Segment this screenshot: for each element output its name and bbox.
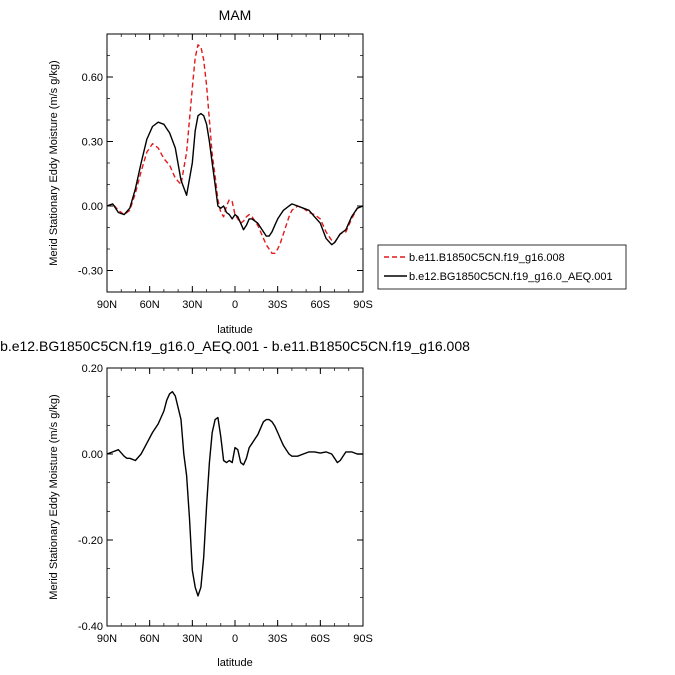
legend-box bbox=[377, 244, 627, 290]
legend-label-series-2: b.e12.BG1850C5CN.f19_g16.0_AEQ.001 bbox=[409, 271, 613, 283]
top-panel-x-ticks: 90N 60N 30N 0 30S 60S 90S bbox=[97, 34, 373, 311]
bottom-x-tick-label: 90N bbox=[97, 633, 117, 645]
top-panel-legend: b.e11.B1850C5CN.f19_g16.008 b.e12.BG1850… bbox=[377, 244, 627, 290]
bottom-x-tick-label: 90S bbox=[353, 633, 373, 645]
bottom-panel: b.e12.BG1850C5CN.f19_g16.0_AEQ.001 - b.e… bbox=[0, 338, 470, 669]
top-y-tick-label: -0.30 bbox=[78, 266, 103, 278]
bottom-x-tick-label: 30N bbox=[182, 633, 202, 645]
bottom-series-line-1 bbox=[106, 391, 363, 597]
top-panel-xlabel: latitude bbox=[217, 324, 252, 336]
top-x-tick-label: 30S bbox=[268, 299, 288, 311]
bottom-x-tick-label: 30S bbox=[268, 633, 288, 645]
top-x-tick-label: 60N bbox=[140, 299, 160, 311]
bottom-panel-title: b.e12.BG1850C5CN.f19_g16.0_AEQ.001 - b.e… bbox=[0, 338, 470, 354]
top-x-tick-label: 90N bbox=[97, 299, 117, 311]
top-y-tick-label: 0.30 bbox=[82, 137, 103, 149]
bottom-panel-frame bbox=[106, 367, 364, 627]
top-series-line-1 bbox=[106, 44, 364, 255]
top-panel: MAM Merid Stationary Eddy Moisture (m/s … bbox=[48, 7, 373, 336]
bottom-y-tick-label: 0.00 bbox=[82, 449, 103, 461]
bottom-panel-x-ticks: 90N 60N 30N 0 30S 60S 90S bbox=[97, 368, 373, 645]
top-panel-y-ticks: -0.30 0.00 0.30 0.60 bbox=[78, 33, 363, 293]
top-x-tick-label: 90S bbox=[353, 299, 373, 311]
bottom-x-tick-label: 60N bbox=[140, 633, 160, 645]
legend-label-series-1: b.e11.B1850C5CN.f19_g16.008 bbox=[409, 252, 565, 264]
top-x-tick-label: 30N bbox=[182, 299, 202, 311]
top-series-line-2 bbox=[106, 112, 364, 246]
bottom-x-tick-label: 0 bbox=[232, 633, 238, 645]
top-panel-ylabel: Merid Stationary Eddy Moisture (m/s g/kg… bbox=[48, 60, 60, 265]
bottom-panel-ylabel: Merid Stationary Eddy Moisture (m/s g/kg… bbox=[48, 394, 60, 599]
top-panel-title: MAM bbox=[219, 7, 252, 23]
bottom-y-tick-label: -0.40 bbox=[78, 621, 103, 633]
bottom-x-tick-label: 60S bbox=[311, 633, 331, 645]
bottom-panel-xlabel: latitude bbox=[217, 657, 252, 669]
top-y-tick-label: 0.00 bbox=[82, 201, 103, 213]
bottom-panel-series bbox=[106, 391, 363, 597]
bottom-y-tick-label: -0.20 bbox=[78, 535, 103, 547]
bottom-panel-y-ticks: -0.40 -0.20 0.00 0.20 bbox=[78, 363, 363, 633]
bottom-y-tick-label: 0.20 bbox=[82, 363, 103, 375]
top-panel-series bbox=[106, 44, 364, 255]
top-y-tick-label: 0.60 bbox=[82, 72, 103, 84]
top-x-tick-label: 60S bbox=[311, 299, 331, 311]
top-panel-frame bbox=[106, 33, 364, 293]
top-x-tick-label: 0 bbox=[232, 299, 238, 311]
